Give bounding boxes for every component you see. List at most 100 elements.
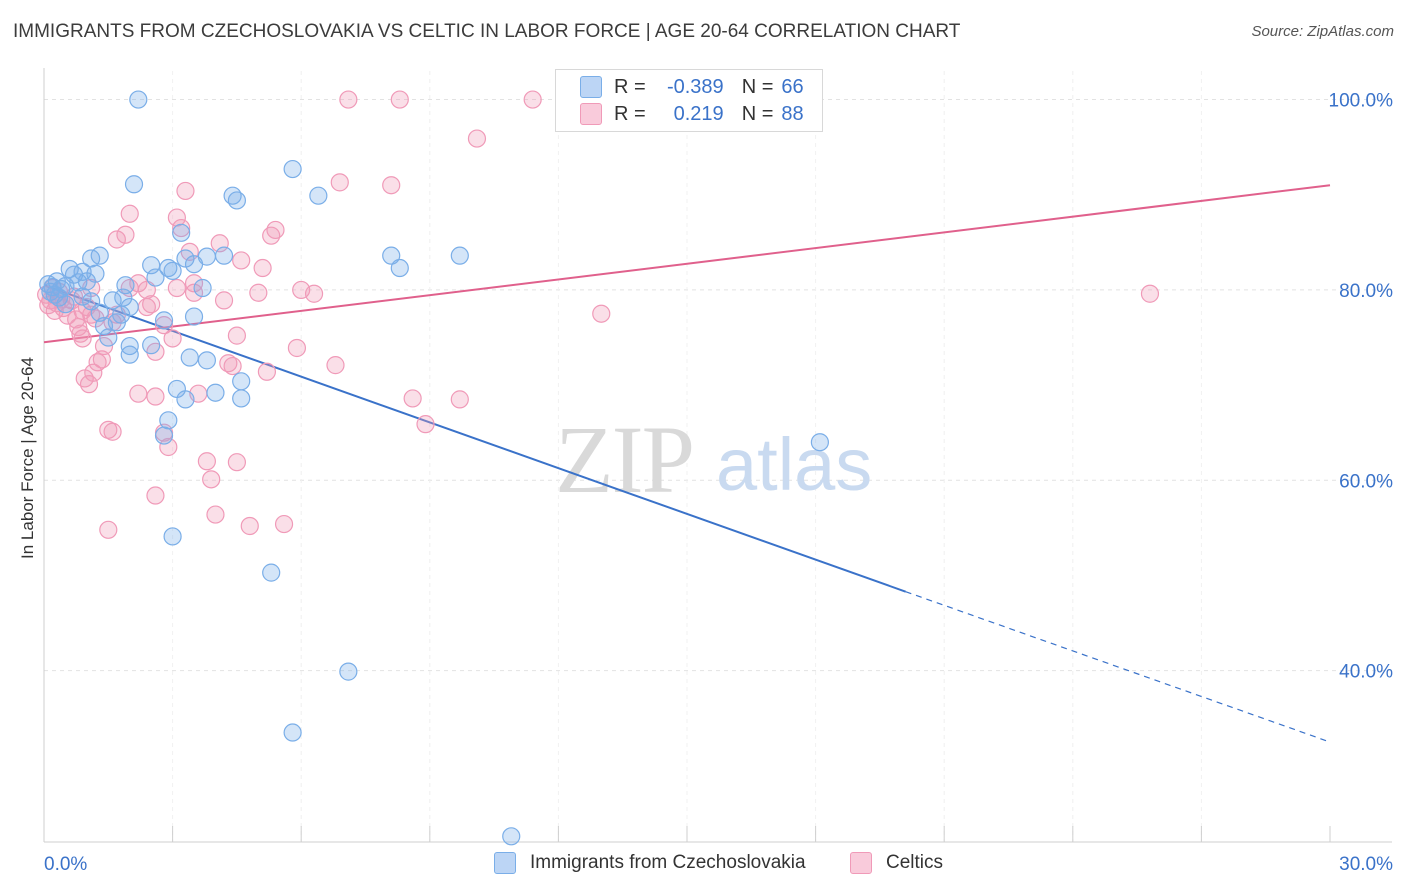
point-celtics: [232, 251, 251, 270]
point-czechoslovakia: [450, 246, 469, 265]
point-czechoslovakia: [206, 383, 225, 402]
grid-lines: [44, 71, 1392, 842]
point-celtics: [287, 338, 307, 358]
point-czechoslovakia: [309, 186, 328, 205]
x-tick-label: 0.0%: [44, 854, 87, 875]
point-czechoslovakia: [163, 261, 182, 280]
point-celtics: [159, 437, 178, 457]
point-celtics: [390, 90, 409, 109]
point-celtics: [116, 225, 135, 244]
y-tick-label: 100.0%: [1329, 91, 1394, 112]
point-celtics: [92, 350, 111, 369]
point-czechoslovakia: [214, 246, 234, 265]
point-czechoslovakia: [73, 287, 92, 306]
point-celtics: [450, 390, 469, 409]
point-celtics: [184, 274, 204, 293]
point-czechoslovakia: [180, 348, 199, 367]
point-celtics: [240, 516, 259, 536]
series-swatch-pink: [850, 852, 872, 874]
point-celtics: [146, 387, 165, 406]
point-czechoslovakia: [502, 827, 521, 846]
point-celtics: [103, 422, 122, 441]
point-czechoslovakia: [197, 247, 216, 266]
point-celtics: [176, 181, 195, 201]
legend-r-label: R =: [614, 102, 646, 125]
point-celtics: [257, 362, 277, 381]
point-czechoslovakia: [184, 307, 204, 326]
point-celtics: [84, 363, 103, 382]
point-czechoslovakia: [124, 175, 144, 194]
point-czechoslovakia: [163, 527, 182, 546]
point-celtics: [223, 356, 242, 376]
trend-line-czechoslovakia: [43, 284, 906, 593]
series-swatch-blue: [494, 852, 516, 874]
source-credit: Source: ZipAtlas.com: [1251, 23, 1394, 40]
point-celtics: [1140, 284, 1160, 303]
point-celtics: [163, 329, 182, 348]
point-celtics: [266, 220, 285, 240]
point-czechoslovakia: [172, 223, 191, 242]
point-czechoslovakia: [193, 278, 212, 298]
legend-n-value: 66: [781, 75, 804, 98]
point-celtics: [382, 176, 401, 195]
watermark: ZIP atlas: [555, 406, 872, 513]
trend-line-czechoslovakia-extension: [905, 591, 1331, 743]
trend-lines: [43, 184, 1331, 743]
legend-r-value: -0.389: [666, 75, 724, 98]
point-czechoslovakia: [154, 311, 174, 330]
point-czechoslovakia: [227, 191, 246, 210]
point-celtics: [184, 283, 204, 302]
point-czechoslovakia: [86, 264, 105, 283]
point-czechoslovakia: [116, 276, 135, 295]
point-czechoslovakia: [120, 297, 139, 317]
point-celtics: [403, 389, 422, 408]
point-celtics: [172, 218, 191, 238]
point-czechoslovakia: [142, 336, 161, 355]
point-celtics: [214, 291, 234, 310]
point-celtics: [154, 316, 174, 335]
point-celtics: [326, 356, 345, 375]
axes: 40.0% 60.0% 80.0% 100.0% 0.0% 30.0%: [43, 68, 1394, 875]
data-points: [37, 90, 1160, 846]
legend-n-label: N =: [741, 102, 774, 125]
series-legend-celtics: Celtics: [850, 852, 943, 874]
point-czechoslovakia: [283, 159, 302, 179]
legend-n-label: N =: [741, 75, 774, 98]
point-celtics: [146, 486, 165, 505]
correlation-legend: R = -0.389 N = 66 R = 0.219 N = 88: [555, 69, 823, 132]
point-celtics: [227, 453, 246, 472]
point-czechoslovakia: [176, 390, 195, 409]
point-celtics: [107, 230, 126, 249]
point-czechoslovakia: [56, 295, 75, 314]
point-celtics: [253, 258, 272, 278]
point-czechoslovakia: [103, 291, 122, 310]
watermark-atlas: atlas: [716, 423, 872, 506]
point-czechoslovakia: [90, 246, 109, 265]
point-czechoslovakia: [339, 662, 358, 681]
point-celtics: [79, 375, 99, 394]
point-czechoslovakia: [129, 90, 148, 109]
legend-swatch-blue: [580, 76, 602, 98]
y-axis-label: In Labor Force | Age 20-64: [18, 357, 37, 559]
point-czechoslovakia: [262, 563, 281, 582]
legend-row-celtics: R = 0.219 N = 88: [580, 102, 804, 126]
point-celtics: [467, 129, 487, 148]
point-celtics: [339, 90, 358, 109]
point-celtics: [206, 505, 225, 524]
series-legend-label: Immigrants from Czechoslovakia: [530, 852, 806, 873]
point-czechoslovakia: [390, 258, 409, 278]
legend-r-value: 0.219: [673, 102, 724, 125]
point-czechoslovakia: [154, 426, 174, 445]
point-celtics: [249, 283, 268, 302]
point-celtics: [202, 470, 221, 489]
point-celtics: [137, 297, 156, 317]
point-czechoslovakia: [120, 345, 139, 364]
point-czechoslovakia: [232, 389, 251, 408]
series-legend: Immigrants from Czechoslovakia Celtics: [0, 852, 1406, 878]
y-tick-label: 80.0%: [1339, 281, 1393, 302]
point-celtics: [227, 326, 246, 345]
point-celtics: [304, 284, 324, 303]
legend-row-czechoslovakia: R = -0.389 N = 66: [580, 75, 804, 99]
series-legend-label: Celtics: [886, 852, 944, 873]
